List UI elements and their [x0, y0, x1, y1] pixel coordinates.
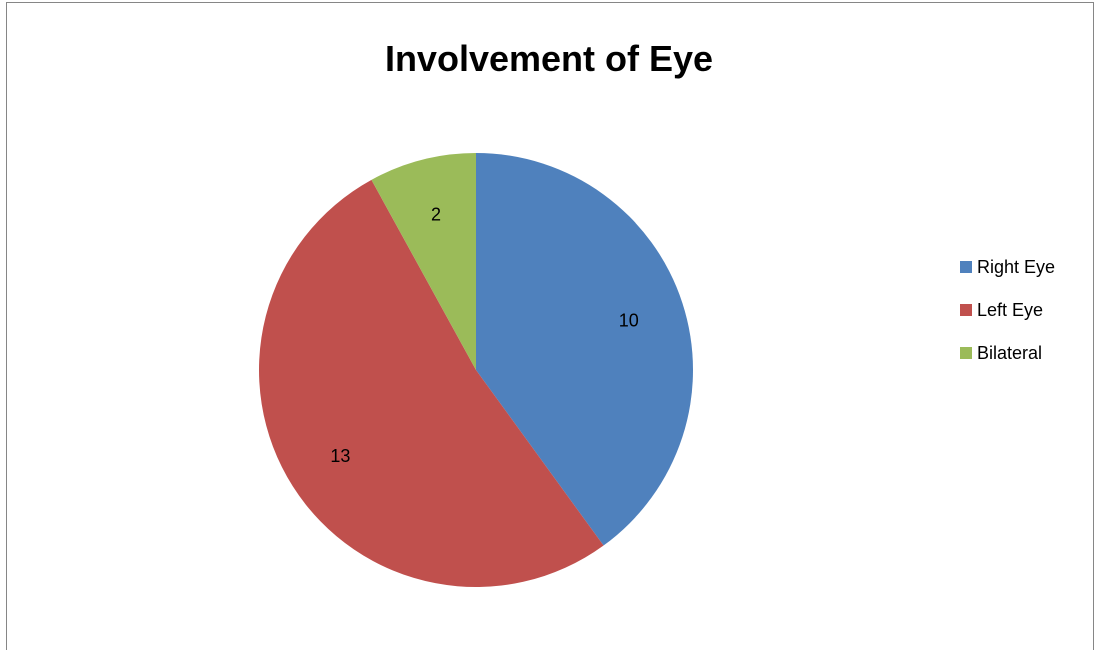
- data-label-left-eye: 13: [330, 446, 350, 466]
- pie-data-labels: 10 13 2: [330, 204, 638, 466]
- pie-slices: [259, 153, 694, 587]
- legend-swatch-right-eye: [960, 261, 972, 273]
- legend-swatch-left-eye: [960, 304, 972, 316]
- chart-legend: Right Eye Left Eye Bilateral: [960, 257, 1055, 386]
- legend-label-left-eye: Left Eye: [977, 299, 1044, 320]
- legend-item-left-eye: Left Eye: [960, 300, 1055, 320]
- legend-item-bilateral: Bilateral: [960, 343, 1055, 363]
- legend-label-bilateral: Bilateral: [977, 342, 1043, 363]
- pie-slice-right-eye: [476, 153, 694, 546]
- legend-swatch-bilateral: [960, 347, 972, 359]
- data-label-bilateral: 2: [431, 204, 441, 224]
- pie-slice-left-eye: [259, 179, 604, 587]
- legend-item-right-eye: Right Eye: [960, 257, 1055, 277]
- chart-title: Involvement of Eye: [384, 38, 714, 79]
- data-label-right-eye: 10: [619, 310, 639, 330]
- legend-label-right-eye: Right Eye: [977, 256, 1056, 277]
- pie-slice-bilateral: [371, 153, 476, 370]
